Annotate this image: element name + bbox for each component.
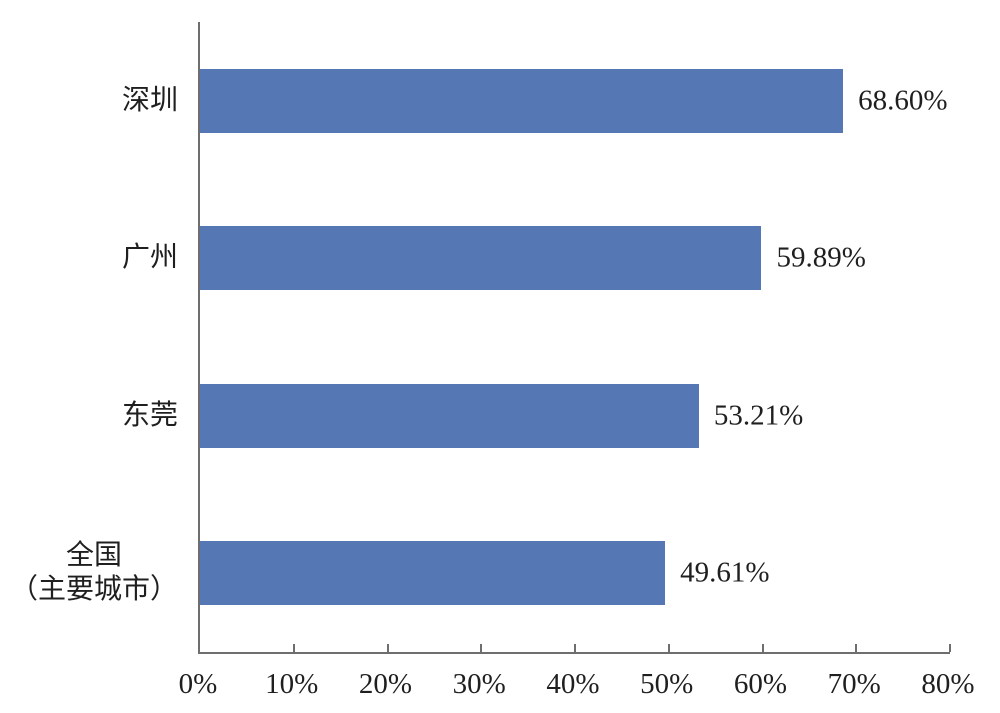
x-axis-tick-mark [386,644,389,652]
category-label-line: 深圳 [121,84,178,116]
x-axis-tick-mark [667,644,670,652]
category-label: 全国 （主要城市） [10,539,178,607]
x-axis-tick-mark [949,644,951,652]
bar [200,383,699,448]
category-label-line: 广州 [121,242,178,274]
x-axis-tick-label: 30% [452,668,506,700]
bar-value-label: 68.60% [858,84,948,117]
bar-value-label: 53.21% [713,399,804,432]
plot-area: 68.60% 59.89% 53.21% 49.61% [198,22,951,654]
x-axis-tick-label: 10% [265,668,319,700]
bar-value-label: 59.89% [776,241,866,274]
bar [200,68,844,133]
category-label: 东莞 [122,399,178,433]
x-axis-tick-mark [574,644,576,652]
x-axis-tick-label: 20% [358,668,413,700]
x-axis-tick-mark [480,644,483,652]
bar-value-label: 49.61% [680,556,770,589]
x-axis-tick-label: 60% [733,668,788,700]
x-axis-tick-label: 80% [921,668,975,700]
x-axis-tick-label: 0% [178,668,218,700]
x-axis-tick-label: 40% [546,668,600,700]
x-axis-tick-mark [761,644,764,652]
x-axis-tick-mark [855,644,858,652]
category-label: 深圳 [122,84,178,118]
category-label-line: 东莞 [121,399,178,431]
x-axis-tick-label: 50% [640,668,694,700]
bar [200,226,762,291]
x-axis-tick-label: 70% [827,668,881,700]
bar [200,541,666,606]
x-axis-tick-mark [292,644,295,652]
category-label: 广州 [122,241,178,275]
category-label-line: （主要城市） [9,574,178,606]
category-label-line: 全国 [65,540,122,572]
